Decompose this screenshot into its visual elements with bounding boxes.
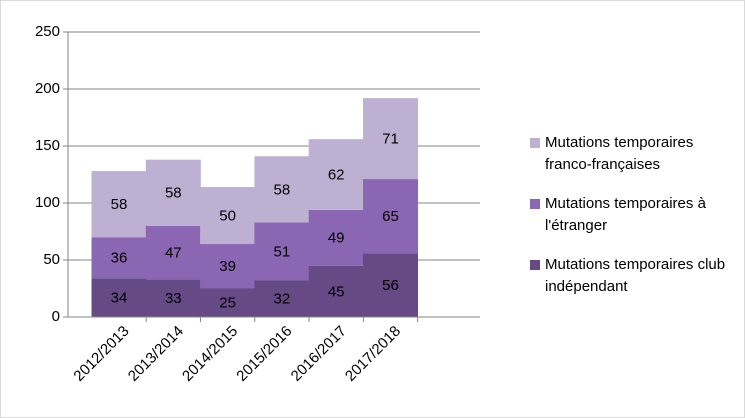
y-tick-label: 250 [35,23,60,40]
data-label: 25 [219,295,236,312]
data-label: 50 [219,208,236,225]
bar-segment [145,279,201,317]
legend-item: Mutations temporaires à l'étranger [530,193,740,237]
data-label: 58 [165,185,182,202]
bar-segment [254,280,310,317]
bar-segment [91,171,147,238]
data-label: 65 [382,208,399,225]
data-label: 49 [328,230,345,247]
y-tick-label: 150 [35,137,60,154]
legend-item: Mutations temporaires club indépendant [530,254,740,298]
bar-segment [254,156,310,223]
bar-segment [254,222,310,281]
bar-segment [91,278,147,317]
data-label: 32 [274,291,291,308]
bar-segment [200,244,256,289]
y-tick-label: 0 [52,308,60,325]
bar-segment [145,159,201,226]
legend-swatch [530,199,540,209]
bar-segment [363,179,418,254]
y-tick-label: 100 [35,194,60,211]
bar-segment [308,209,364,266]
data-label: 62 [328,166,345,183]
bar-segment [363,253,418,317]
y-tick-label: 50 [43,251,60,268]
data-label: 56 [382,277,399,294]
data-label: 51 [274,243,291,260]
data-label: 33 [165,290,182,307]
data-label: 36 [111,250,128,267]
data-label: 58 [274,181,291,198]
legend-label: Mutations temporaires à l'étranger [545,195,706,234]
bar-segment [145,225,201,280]
legend-swatch [530,138,540,148]
bar-segment [363,98,418,180]
bar-segment [308,139,364,210]
data-label: 39 [219,258,236,275]
legend-swatch [530,260,540,270]
data-label: 58 [111,196,128,213]
bar-segment [91,237,147,279]
y-tick-label: 200 [35,80,60,97]
data-label: 71 [382,131,399,148]
legend-label: Mutations temporaires club indépendant [545,256,726,295]
bar-segment [200,187,256,245]
bar-segment [200,288,256,317]
data-label: 45 [328,283,345,300]
data-label: 34 [111,290,128,307]
data-label: 47 [165,245,182,262]
legend-label: Mutations temporaires franco-françaises [545,134,694,173]
bar-segment [308,265,364,317]
legend-item: Mutations temporaires franco-françaises [530,132,740,176]
